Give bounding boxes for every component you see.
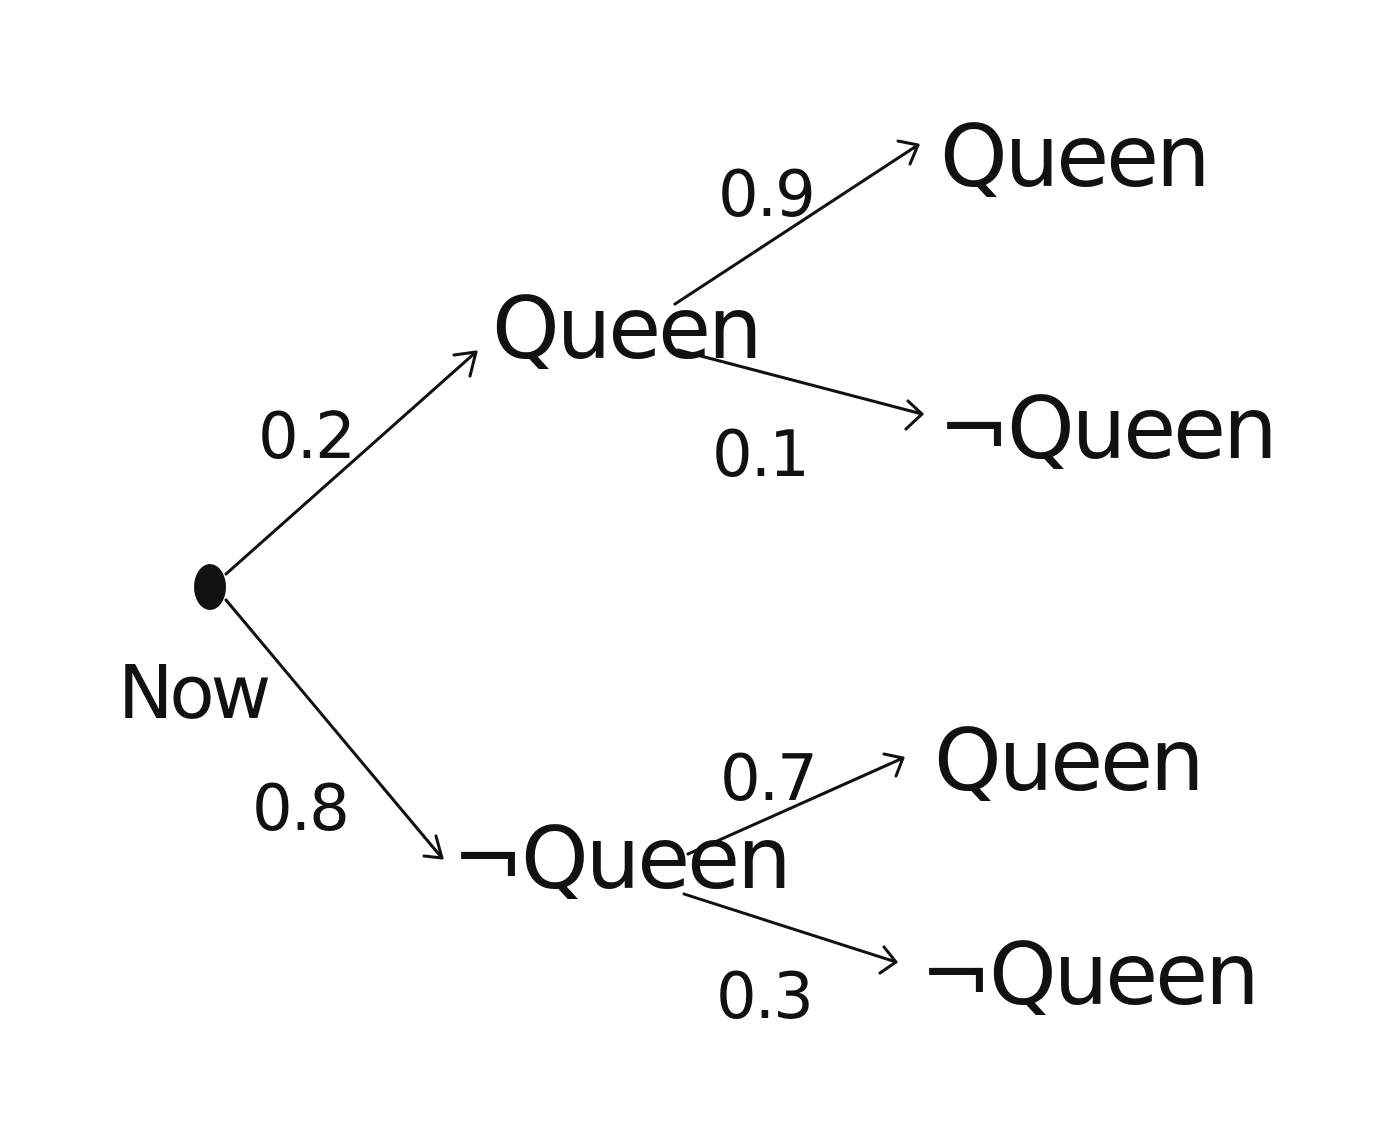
edge-queen-to-not-queen-arrowhead	[904, 399, 924, 431]
edge-root-to-not-queen	[224, 598, 444, 860]
level2-queen-not-queen-node-label: ¬Queen	[938, 379, 1275, 479]
edge-not-queen-to-queen	[686, 756, 905, 856]
edge-queen-to-queen-arrowhead	[896, 139, 920, 166]
edge-queen-to-queen-probability: 0.9	[718, 158, 814, 232]
edge-not-queen-to-not-queen-probability: 0.3	[716, 960, 812, 1034]
level2-queen-queen-node-label: Queen	[940, 107, 1208, 207]
root-node-dot	[194, 564, 226, 610]
edge-not-queen-to-queen-arrowhead	[882, 752, 905, 778]
edge-not-queen-to-queen-probability: 0.7	[720, 742, 816, 816]
edge-queen-to-not-queen	[676, 348, 924, 416]
edge-root-to-queen-probability: 0.2	[258, 400, 354, 474]
level2-not-queen-queen-node-label: Queen	[934, 711, 1202, 811]
level1-not-queen-node-label: ¬Queen	[452, 809, 789, 909]
edge-not-queen-to-not-queen	[682, 892, 898, 964]
root-node-label: Now	[118, 650, 269, 736]
edge-queen-to-not-queen-probability: 0.1	[712, 418, 808, 492]
edge-root-to-not-queen-probability: 0.8	[252, 772, 348, 846]
level1-queen-node-label: Queen	[492, 279, 760, 379]
edge-queen-to-queen	[673, 143, 920, 306]
edge-root-to-queen-arrowhead	[452, 350, 478, 378]
edge-not-queen-to-not-queen-arrowhead	[878, 945, 898, 975]
edge-root-to-queen	[224, 350, 478, 576]
level2-not-queen-not-queen-node-label: ¬Queen	[920, 925, 1257, 1025]
edge-root-to-not-queen-arrowhead	[422, 834, 444, 860]
